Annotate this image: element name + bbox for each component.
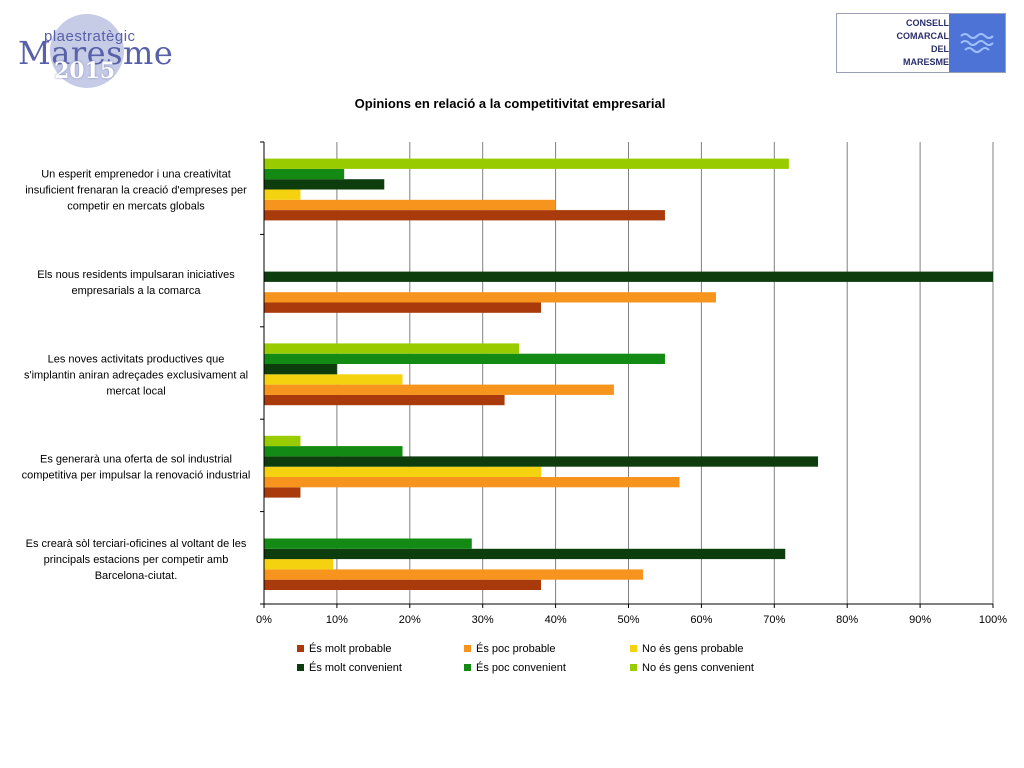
bar — [264, 394, 505, 406]
bar — [264, 538, 472, 549]
category-labels: Es crearà sòl terciari-oficines al volta… — [22, 169, 251, 583]
category-label: insuficient frenaran la creació d'empres… — [25, 185, 247, 197]
x-tick-label: 70% — [763, 614, 785, 626]
consell-comarcal-logo: CONSELL COMARCAL DEL MARESME — [836, 13, 1006, 73]
category-label: Es generarà una oferta de sol industrial — [40, 454, 232, 466]
bar — [264, 477, 680, 488]
category-label: Es crearà sòl terciari-oficines al volta… — [26, 538, 247, 550]
legend-label: És molt probable — [309, 642, 392, 655]
x-tick-label: 20% — [399, 614, 421, 626]
bar — [264, 189, 301, 200]
bar — [264, 384, 614, 395]
consell-logo-line: COMARCAL — [896, 31, 950, 41]
legend-swatch — [297, 664, 304, 671]
x-tick-label: 30% — [472, 614, 494, 626]
axes — [260, 141, 993, 605]
bar — [264, 569, 644, 580]
category-label: Els nous residents impulsaran iniciative… — [37, 269, 235, 281]
category-label: mercat local — [106, 385, 165, 397]
x-tick-label: 10% — [326, 614, 348, 626]
legend-swatch — [464, 664, 471, 671]
x-tick-label: 80% — [836, 614, 858, 626]
logo-circle — [50, 14, 124, 88]
bar — [264, 179, 385, 190]
legend-swatch — [464, 645, 471, 652]
category-label: competir en mercats globals — [67, 201, 205, 213]
bar — [264, 579, 542, 590]
legend-swatch — [630, 645, 637, 652]
x-tick-label: 100% — [979, 614, 1007, 626]
category-label: s'implantin aniran adreçades exclusivame… — [24, 369, 248, 381]
bar — [264, 353, 665, 364]
consell-logo-line: DEL — [931, 44, 949, 54]
category-label: Barcelona-ciutat. — [95, 570, 178, 582]
x-tick-label: 60% — [690, 614, 712, 626]
consell-logo-emblem — [949, 14, 1005, 72]
x-tick-label: 90% — [909, 614, 931, 626]
consell-logo-line: CONSELL — [905, 18, 949, 28]
legend-label: És poc convenient — [476, 661, 566, 674]
logo-year-text: 2015 — [54, 58, 116, 84]
legend-swatch — [630, 664, 637, 671]
bar — [264, 292, 716, 303]
consell-logo-text: CONSELL COMARCAL DEL MARESME — [837, 17, 950, 69]
category-label: Les noves activitats productives que — [48, 353, 225, 365]
logo-brand-text: Maresme — [18, 34, 174, 72]
legend-label: No és gens convenient — [642, 662, 754, 674]
legend-label: És poc probable — [476, 642, 556, 655]
consell-logo-line: MARESME — [902, 57, 949, 67]
logo-plan-text: plaestratègic — [44, 28, 136, 45]
category-label: Un esperit emprenedor i una creativitat — [41, 169, 231, 181]
legend-label: No és gens probable — [642, 643, 744, 655]
bar — [264, 559, 334, 570]
plaestrategic-logo: plaestratègic Maresme 2015 — [14, 10, 173, 90]
bar — [264, 548, 786, 560]
category-label: empresarials a la comarca — [72, 285, 202, 297]
bar — [264, 487, 301, 498]
bar — [264, 364, 337, 375]
x-tick-label: 50% — [617, 614, 639, 626]
bar — [264, 199, 556, 211]
bar — [264, 343, 520, 354]
legend-swatch — [297, 645, 304, 652]
bar — [264, 435, 301, 447]
x-tick-label: 0% — [256, 614, 272, 626]
chart-title: Opinions en relació a la competitivitat … — [355, 96, 666, 111]
bar — [264, 210, 665, 221]
bars — [264, 158, 993, 590]
x-tick-label: 40% — [545, 614, 567, 626]
legend-label: És molt convenient — [309, 661, 402, 674]
wave-icon — [960, 33, 994, 53]
bar — [264, 271, 993, 282]
category-label: competitiva per impulsar la renovació in… — [22, 470, 251, 482]
category-label: principals estacions per competir amb — [44, 554, 229, 566]
bar — [264, 168, 345, 180]
bar — [264, 302, 542, 313]
bar — [264, 374, 403, 385]
bar — [264, 466, 542, 477]
bar — [264, 446, 403, 457]
bar — [264, 456, 819, 467]
bar — [264, 158, 789, 169]
legend: És molt probable És poc probable No és gen… — [297, 642, 754, 674]
x-tick-labels: 0% 10% 20% 30% 40% 50% 60% 70% 80% 90% 100% — [256, 614, 1007, 626]
